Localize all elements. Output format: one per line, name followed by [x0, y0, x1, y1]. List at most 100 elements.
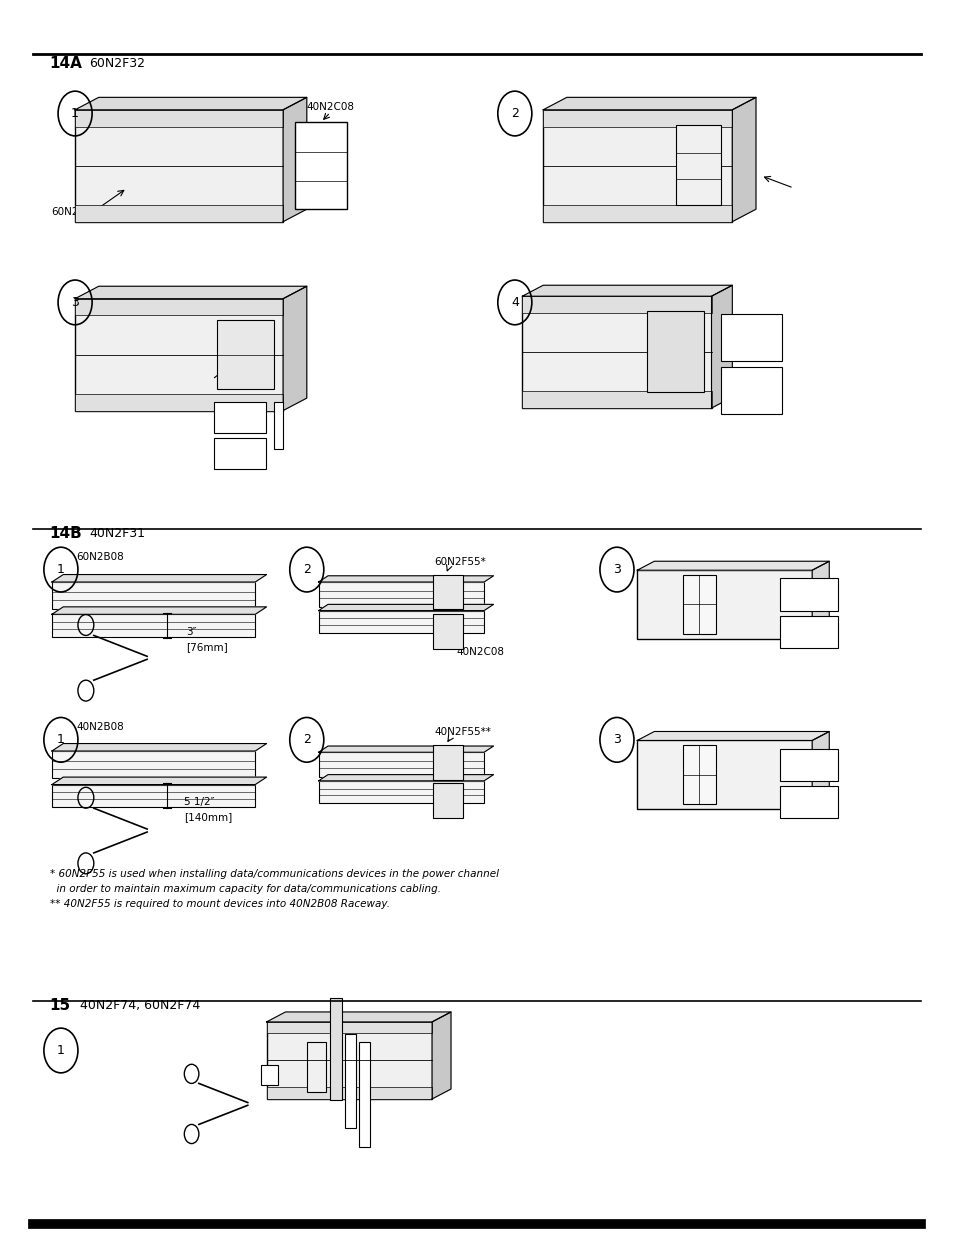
Polygon shape [637, 732, 828, 741]
Bar [318, 610, 483, 633]
Text: 60N2B08: 60N2B08 [76, 552, 124, 562]
Text: 40N2C08: 40N2C08 [307, 103, 355, 113]
Polygon shape [711, 285, 732, 408]
Text: 1: 1 [57, 563, 65, 575]
Polygon shape [318, 774, 493, 781]
Polygon shape [811, 562, 828, 638]
Text: 60N2F55*: 60N2F55* [434, 557, 486, 567]
Bar [542, 110, 732, 221]
Bar [75, 110, 283, 126]
Bar [51, 751, 255, 778]
Bar [542, 110, 732, 126]
Polygon shape [51, 607, 266, 614]
Polygon shape [522, 285, 732, 296]
Text: 40N2B08: 40N2B08 [76, 722, 124, 732]
Text: * 60N2F55 is used when installing data/communications devices in the power chann: * 60N2F55 is used when installing data/c… [50, 869, 498, 879]
Bar [318, 781, 483, 803]
Polygon shape [266, 1012, 451, 1022]
Text: 60N2F32: 60N2F32 [90, 58, 145, 70]
Bar [682, 744, 715, 804]
Bar [344, 1035, 355, 1127]
Text: 15: 15 [50, 998, 71, 1013]
Text: 3: 3 [71, 296, 79, 309]
Bar [779, 748, 838, 781]
Polygon shape [51, 777, 266, 784]
Text: 14A: 14A [50, 56, 82, 71]
Bar [318, 752, 483, 777]
Text: 4: 4 [511, 296, 518, 309]
Text: 3″: 3″ [186, 627, 196, 637]
Text: ** 40N2F55 is required to mount devices into 40N2B08 Raceway.: ** 40N2F55 is required to mount devices … [50, 899, 389, 909]
Bar [779, 615, 838, 648]
Text: 60N2C08: 60N2C08 [51, 206, 99, 216]
Bar [330, 998, 341, 1100]
Bar [779, 578, 838, 610]
Bar [432, 744, 462, 779]
Text: 3: 3 [613, 563, 620, 575]
Text: 1: 1 [57, 1045, 65, 1057]
Text: 40N2F74, 60N2F74: 40N2F74, 60N2F74 [80, 1000, 200, 1012]
Text: 2: 2 [511, 108, 518, 120]
Polygon shape [51, 743, 266, 751]
Polygon shape [283, 98, 307, 221]
Bar [266, 1087, 432, 1098]
Bar [358, 1042, 370, 1147]
Bar [675, 125, 720, 205]
Polygon shape [51, 574, 266, 582]
Polygon shape [432, 1012, 451, 1098]
Polygon shape [75, 286, 307, 299]
Text: 2: 2 [302, 733, 311, 747]
Bar [75, 299, 283, 410]
Text: 3: 3 [613, 733, 620, 747]
Text: in order to maintain maximum capacity for data/communications cabling.: in order to maintain maximum capacity fo… [50, 884, 440, 894]
Polygon shape [283, 286, 307, 410]
Bar [75, 110, 283, 221]
Polygon shape [318, 604, 493, 610]
Bar [307, 1042, 325, 1092]
Bar [75, 299, 283, 315]
Bar [522, 392, 711, 408]
Bar [213, 402, 266, 433]
Text: 40N2F31: 40N2F31 [90, 527, 145, 540]
Text: 40N2C08: 40N2C08 [456, 647, 504, 657]
Polygon shape [318, 746, 493, 752]
Text: 1: 1 [57, 733, 65, 747]
Bar [75, 205, 283, 221]
Bar [266, 1022, 432, 1033]
Bar [720, 314, 781, 360]
Text: 40N2F55**: 40N2F55** [434, 727, 491, 737]
Bar [542, 205, 732, 221]
Bar [318, 582, 483, 607]
Bar [274, 402, 283, 449]
Bar [646, 311, 703, 392]
Bar [295, 123, 347, 209]
Bar [51, 582, 255, 609]
Text: 1: 1 [71, 108, 79, 120]
Bar [522, 296, 711, 313]
Polygon shape [542, 98, 755, 110]
Bar [75, 394, 283, 410]
Bar [637, 570, 811, 638]
Bar [51, 784, 255, 807]
Text: 5 1/2″: 5 1/2″ [184, 797, 214, 807]
Bar [682, 574, 715, 634]
Bar [779, 786, 838, 818]
Bar [637, 741, 811, 809]
Bar [432, 574, 462, 609]
Bar [432, 614, 462, 649]
Text: 2: 2 [302, 563, 311, 575]
Text: 14B: 14B [50, 525, 82, 540]
Bar [522, 296, 711, 408]
Polygon shape [811, 732, 828, 809]
Polygon shape [318, 575, 493, 582]
Bar [261, 1066, 278, 1086]
Bar [266, 1022, 432, 1098]
Bar [720, 367, 781, 414]
Bar [213, 438, 266, 469]
Bar [216, 320, 274, 389]
Text: [140mm]: [140mm] [184, 812, 232, 822]
Text: [76mm]: [76mm] [186, 642, 227, 652]
Polygon shape [75, 98, 307, 110]
Bar [432, 783, 462, 818]
Polygon shape [637, 562, 828, 570]
